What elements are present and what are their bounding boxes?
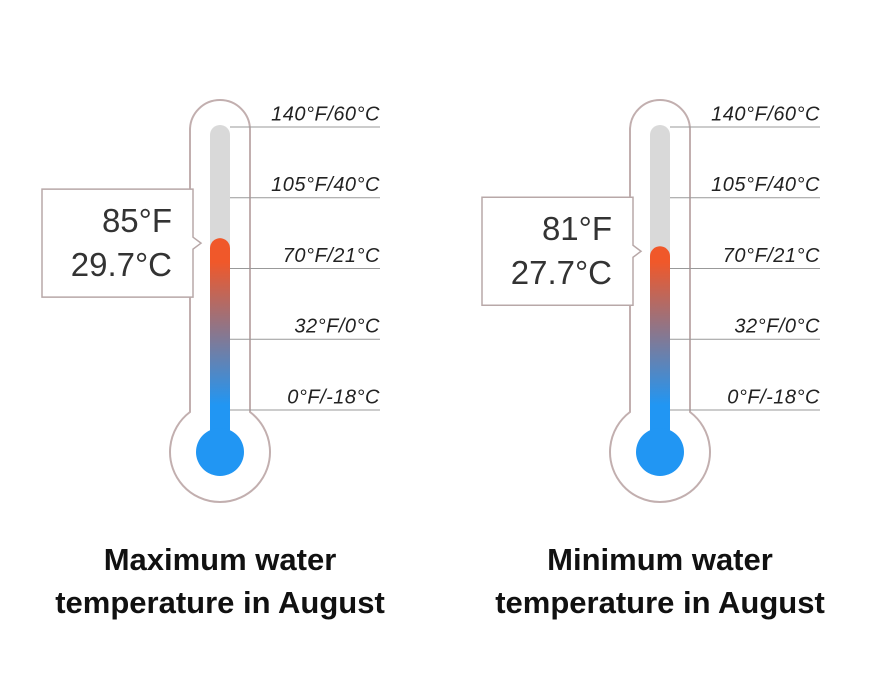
tick-label: 70°F/21°C [723,245,820,267]
value-label: 29.7°C [71,246,172,283]
tick-label: 105°F/40°C [711,174,820,196]
tick-label: 105°F/40°C [271,174,380,196]
value-label: 85°F [102,202,172,239]
value-label: 81°F [542,210,612,247]
mercury [650,246,670,452]
bulb [196,428,244,476]
callout-box [481,196,643,307]
bulb [636,428,684,476]
tick-label: 32°F/0°C [294,316,380,338]
mercury [210,238,230,452]
value-label: 27.7°C [511,254,612,291]
tick-label: 0°F/-18°C [727,386,820,408]
tick-label: 140°F/60°C [271,103,380,125]
callout-box [41,188,203,298]
tick-label: 32°F/0°C [734,316,820,338]
tick-label: 70°F/21°C [283,245,380,267]
tick-label: 140°F/60°C [711,103,820,125]
tick-label: 0°F/-18°C [287,386,380,408]
chart-title: Maximum water temperature in August [55,542,385,620]
chart-title: Minimum water temperature in August [495,542,825,620]
